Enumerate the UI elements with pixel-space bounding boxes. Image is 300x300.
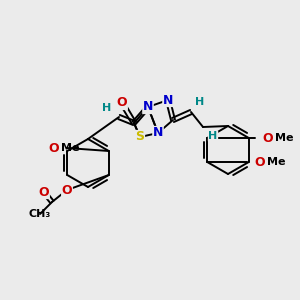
Text: N: N xyxy=(163,94,173,106)
Text: N: N xyxy=(153,127,163,140)
Text: H: H xyxy=(208,131,217,141)
Text: Me: Me xyxy=(61,143,80,153)
Text: O: O xyxy=(39,185,49,199)
Text: N: N xyxy=(143,100,153,113)
Text: O: O xyxy=(49,142,59,154)
Text: H: H xyxy=(195,97,205,107)
Text: Me: Me xyxy=(267,157,286,167)
Text: O: O xyxy=(255,155,265,169)
Text: S: S xyxy=(136,130,145,143)
Text: O: O xyxy=(263,131,273,145)
Text: CH₃: CH₃ xyxy=(29,209,51,219)
Text: O: O xyxy=(62,184,72,196)
Text: Me: Me xyxy=(275,133,293,143)
Text: H: H xyxy=(102,103,112,113)
Text: O: O xyxy=(117,97,127,110)
